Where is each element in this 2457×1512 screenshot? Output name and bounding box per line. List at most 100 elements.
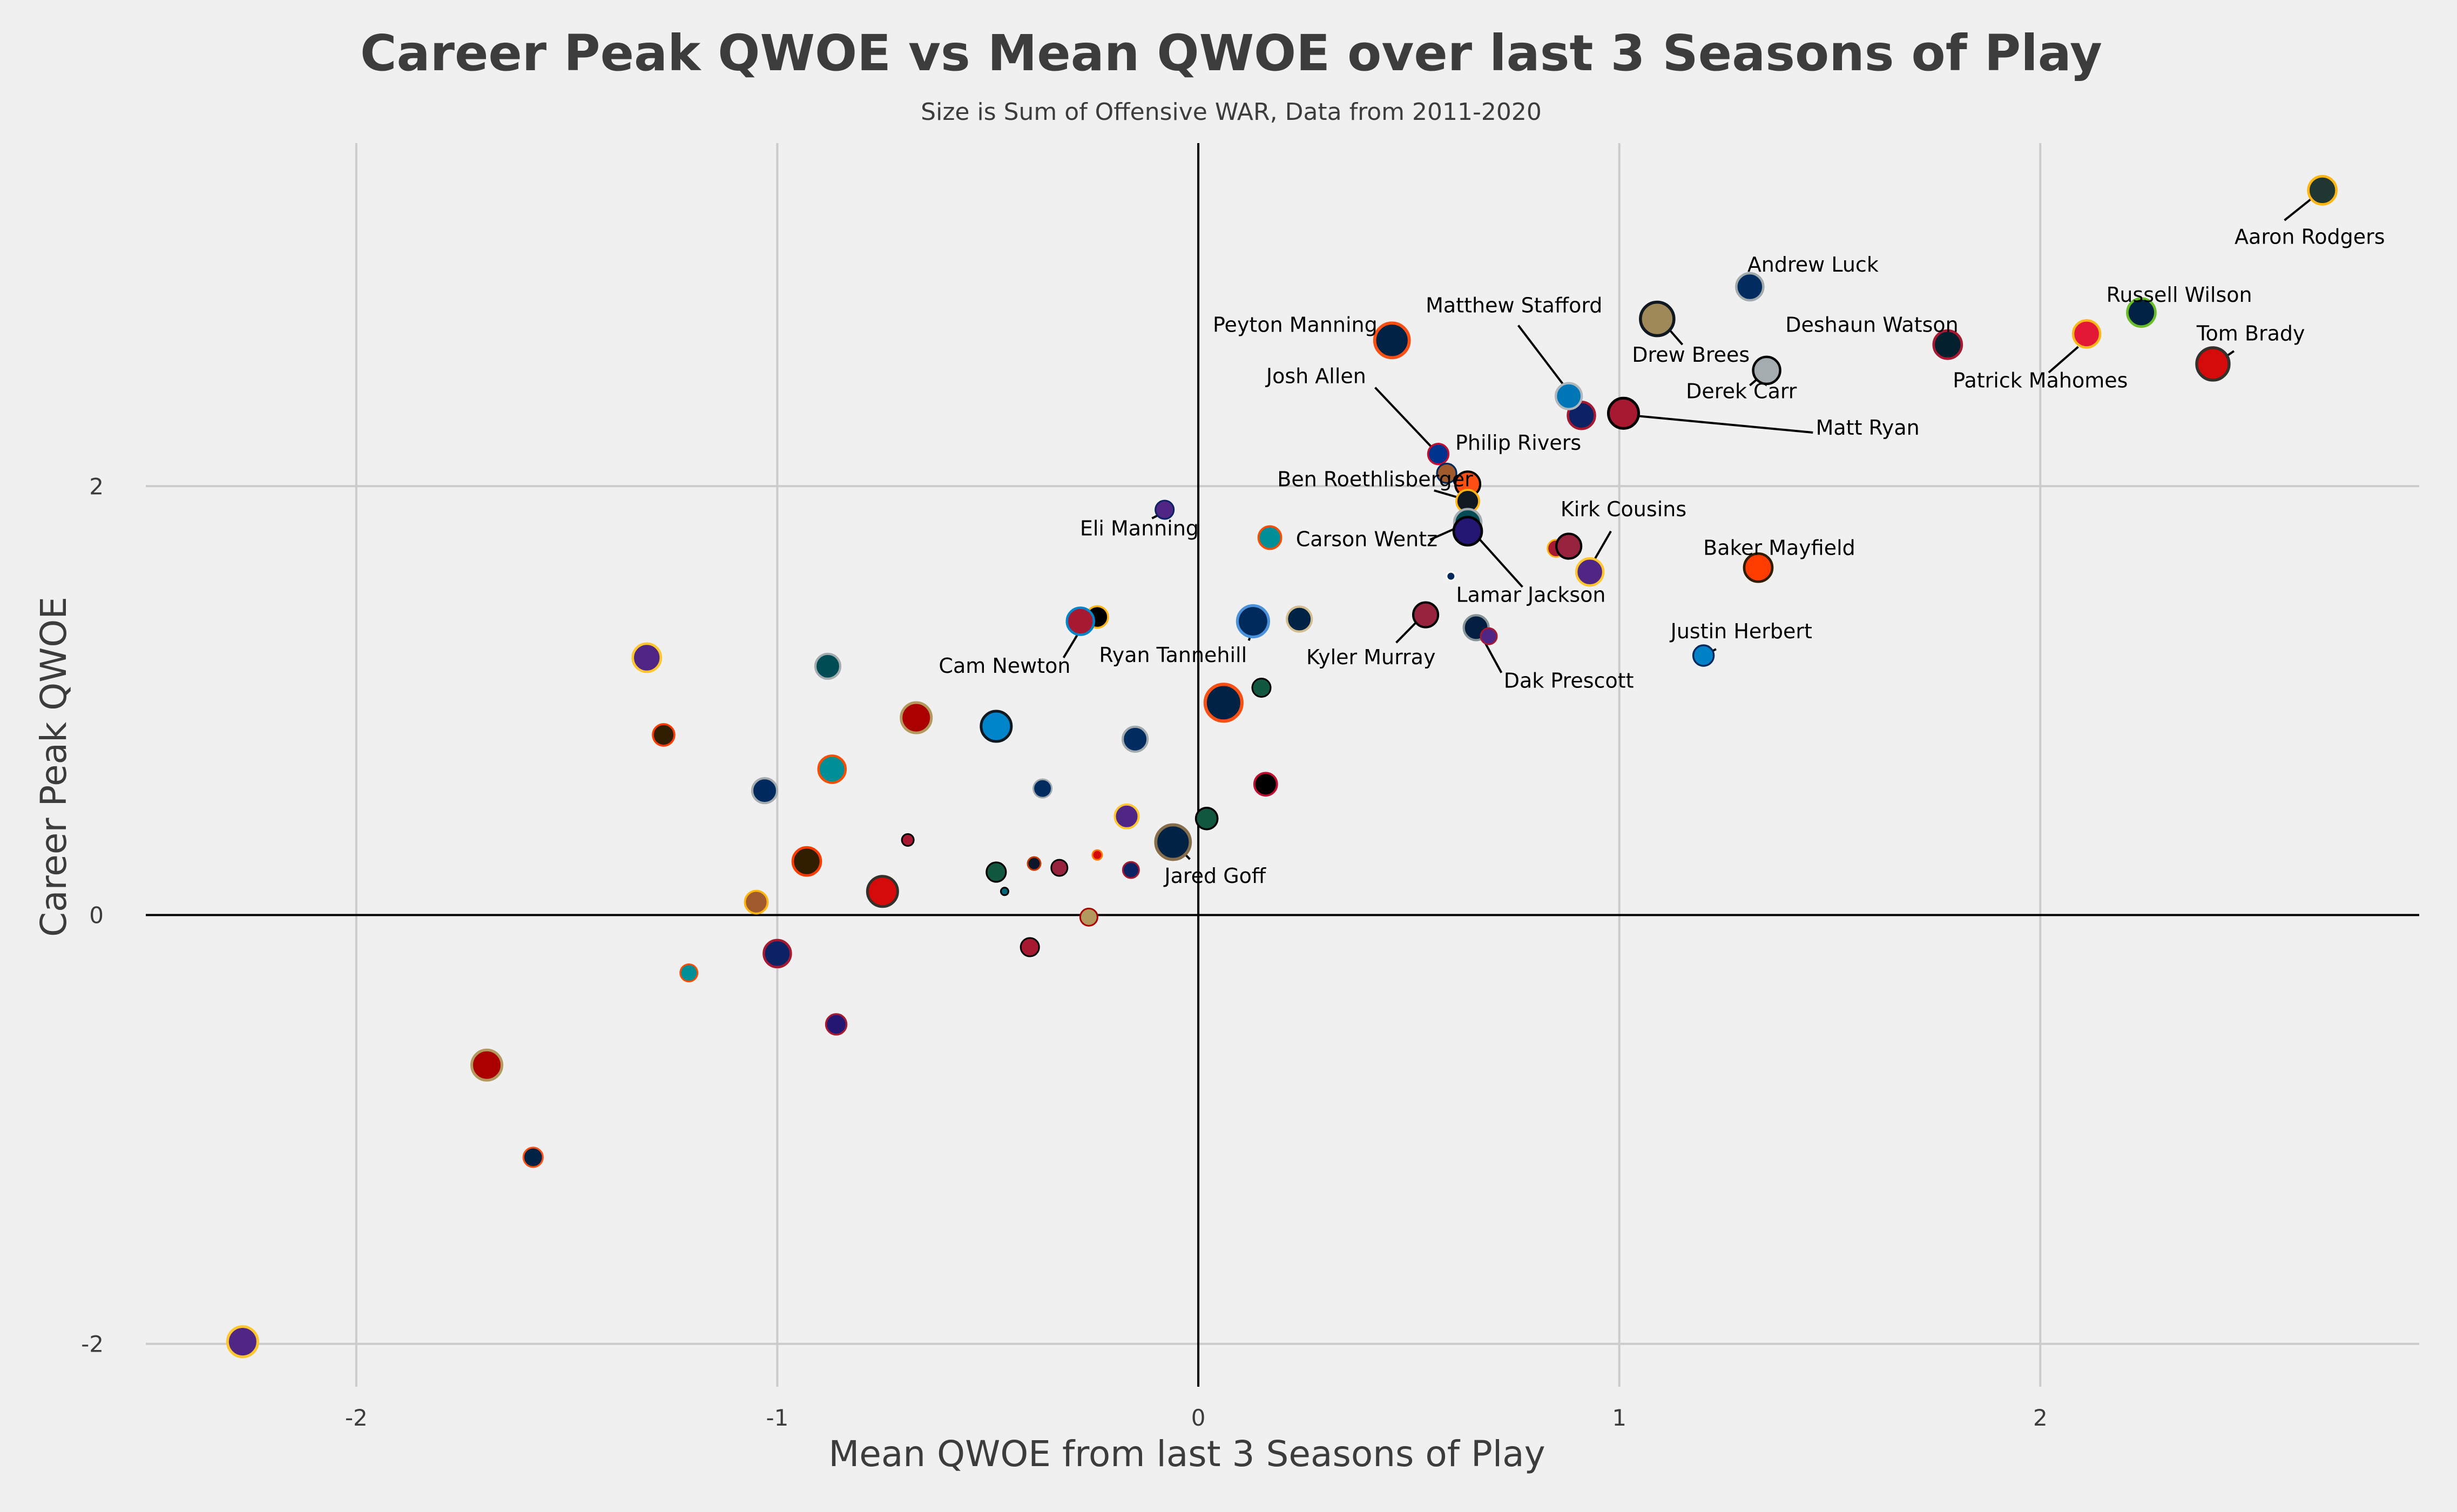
data-point bbox=[1257, 525, 1282, 550]
data-point bbox=[814, 652, 842, 680]
chart-subtitle: Size is Sum of Offensive WAR, Data from … bbox=[921, 98, 1542, 126]
x-tick-label: -2 bbox=[345, 1405, 368, 1431]
point-label: Deshaun Watson bbox=[1785, 313, 1959, 336]
point-label: Kirk Cousins bbox=[1561, 497, 1686, 521]
point-label: Jared Goff bbox=[1163, 864, 1266, 888]
chart-title: Career Peak QWOE vs Mean QWOE over last … bbox=[360, 24, 2102, 82]
annotation-arrow bbox=[1517, 325, 1570, 393]
annotation-arrow bbox=[1374, 387, 1435, 451]
x-axis-label: Mean QWOE from last 3 Seasons of Play bbox=[828, 1433, 1545, 1475]
data-point bbox=[679, 963, 699, 983]
data-point bbox=[1412, 601, 1440, 629]
data-point bbox=[762, 939, 792, 969]
data-point bbox=[1555, 532, 1583, 560]
data-point bbox=[817, 754, 847, 784]
data-point bbox=[1251, 678, 1272, 698]
point-label: Derek Carr bbox=[1686, 380, 1797, 403]
data-point bbox=[1743, 552, 1774, 583]
data-point bbox=[631, 642, 663, 673]
data-point bbox=[2195, 346, 2231, 382]
point-label: Matthew Stafford bbox=[1426, 294, 1602, 318]
point-label: Aaron Rodgers bbox=[2235, 225, 2385, 249]
point-label: Ryan Tannehill bbox=[1099, 643, 1247, 667]
point-label: Philip Rivers bbox=[1455, 431, 1581, 455]
point-label: Ben Roethlisberger bbox=[1277, 467, 1473, 491]
data-point bbox=[1692, 644, 1715, 667]
point-label: Cam Newton bbox=[939, 654, 1070, 678]
data-point bbox=[1155, 500, 1175, 520]
data-point bbox=[1122, 725, 1149, 753]
data-point bbox=[1735, 272, 1765, 302]
y-axis-label: Career Peak QWOE bbox=[33, 597, 75, 937]
data-point bbox=[1203, 683, 1244, 723]
annotation-arrow bbox=[2284, 195, 2315, 221]
point-label: Tom Brady bbox=[2196, 321, 2305, 345]
data-point bbox=[1032, 778, 1053, 799]
data-point bbox=[1606, 396, 1641, 430]
data-point bbox=[901, 833, 915, 847]
data-point bbox=[470, 1048, 504, 1082]
data-point bbox=[1452, 516, 1483, 547]
data-point bbox=[1286, 605, 1313, 633]
point-label: Lamar Jackson bbox=[1456, 583, 1605, 607]
data-point bbox=[1091, 849, 1103, 861]
data-point bbox=[1020, 937, 1040, 957]
annotation-arrow bbox=[1475, 535, 1523, 588]
x-tick-label: 2 bbox=[2033, 1405, 2048, 1431]
tick-labels: -2 -1 0 1 2 -2 0 2 bbox=[81, 473, 2048, 1431]
data-point bbox=[791, 846, 822, 877]
x-tick-label: -1 bbox=[766, 1405, 788, 1431]
data-point bbox=[1194, 806, 1219, 831]
data-point bbox=[1436, 462, 1457, 484]
data-point bbox=[1113, 803, 1140, 829]
data-point bbox=[1000, 887, 1009, 896]
annotation-arrow bbox=[1395, 620, 1418, 644]
point-label: Kyler Murray bbox=[1306, 645, 1436, 669]
data-point bbox=[2126, 297, 2157, 328]
data-point bbox=[226, 1325, 259, 1359]
point-label: Josh Allen bbox=[1265, 364, 1366, 388]
point-label: Peyton Manning bbox=[1213, 313, 1378, 336]
data-point bbox=[1050, 859, 1069, 877]
data-point bbox=[2071, 319, 2102, 349]
data-point bbox=[986, 861, 1007, 883]
point-label: Drew Brees bbox=[1632, 343, 1750, 367]
data-point bbox=[2307, 175, 2338, 206]
data-points bbox=[226, 175, 2338, 1359]
data-point bbox=[744, 889, 769, 915]
point-label: Baker Mayfield bbox=[1703, 536, 1855, 559]
data-point bbox=[1079, 907, 1098, 927]
data-point bbox=[1065, 606, 1096, 636]
data-point bbox=[1236, 604, 1271, 639]
y-tick-label: 2 bbox=[89, 473, 104, 500]
data-point bbox=[980, 710, 1013, 743]
data-point bbox=[1639, 300, 1676, 338]
point-label: Justin Herbert bbox=[1670, 619, 1812, 643]
data-point bbox=[1480, 627, 1498, 645]
data-point bbox=[1373, 321, 1411, 360]
data-point bbox=[900, 701, 933, 734]
point-label: Patrick Mahomes bbox=[1953, 369, 2128, 393]
data-point bbox=[1154, 823, 1192, 861]
point-label: Eli Manning bbox=[1080, 517, 1199, 541]
annotation-labels: Aaron Rodgers Andrew Luck Russell Wilson To… bbox=[939, 225, 2385, 888]
data-point bbox=[866, 875, 899, 908]
data-point bbox=[1446, 571, 1456, 582]
point-label: Dak Prescott bbox=[1504, 669, 1634, 693]
data-point bbox=[1122, 861, 1140, 879]
annotation-arrow bbox=[2048, 346, 2079, 374]
data-point bbox=[522, 1146, 544, 1168]
zero-lines bbox=[146, 143, 2419, 1387]
data-point bbox=[1932, 329, 1963, 360]
annotation-arrow bbox=[1631, 414, 1813, 434]
data-point bbox=[1427, 443, 1450, 465]
x-tick-label: 0 bbox=[1191, 1405, 1206, 1431]
point-label: Matt Ryan bbox=[1816, 416, 1920, 440]
data-point bbox=[1752, 355, 1781, 386]
y-tick-label: -2 bbox=[81, 1331, 104, 1358]
data-point bbox=[1554, 382, 1583, 410]
data-point bbox=[1253, 772, 1278, 797]
data-point bbox=[1575, 557, 1605, 587]
